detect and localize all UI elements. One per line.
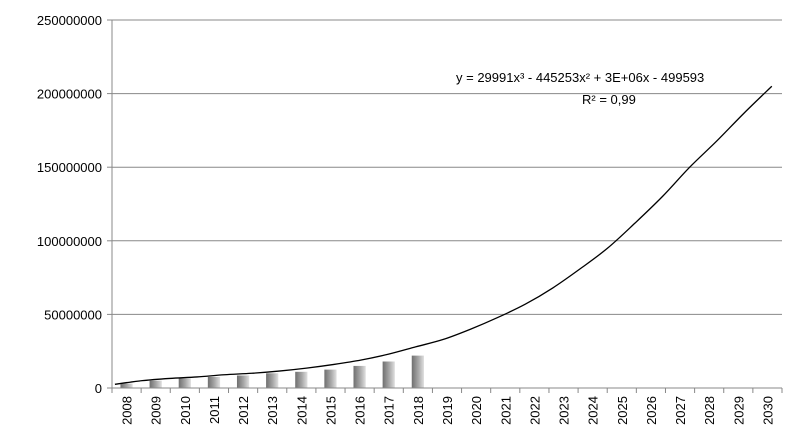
bar — [207, 376, 221, 388]
x-tick-label: 2022 — [527, 396, 542, 425]
x-tick-label: 2029 — [731, 396, 746, 425]
y-tick-label: 50000000 — [44, 307, 102, 322]
bar — [266, 373, 279, 388]
x-tick-labels: 2008 2009 2010 2011 2012 2013 2014 2015 2016 2017… — [120, 396, 776, 425]
x-tick-label: 2010 — [178, 396, 193, 425]
x-tick-label: 2025 — [615, 396, 630, 425]
y-tick-label: 100000000 — [37, 234, 102, 249]
y-tick-label: 250000000 — [37, 13, 102, 28]
y-tick-label: 150000000 — [37, 160, 102, 175]
x-tick-label: 2012 — [236, 396, 251, 425]
x-tick-label: 2017 — [382, 396, 397, 425]
bars — [120, 355, 424, 388]
bar — [236, 375, 250, 388]
trendline-equation: y = 29991x³ - 445253x² + 3E+06x - 499593 — [456, 70, 704, 85]
axes — [107, 19, 783, 393]
y-tick-labels: 0 50000000 100000000 150000000 200000000 2500… — [37, 13, 102, 396]
x-tick-label: 2015 — [323, 396, 338, 425]
bar — [411, 355, 424, 388]
x-tick-label: 2020 — [469, 396, 484, 425]
x-tick-label: 2018 — [411, 396, 426, 425]
x-tick-label: 2014 — [294, 396, 309, 425]
trendline-group — [114, 85, 773, 385]
bar — [382, 361, 395, 388]
x-tick-label: 2023 — [557, 396, 572, 425]
y-tick-label: 200000000 — [37, 87, 102, 102]
bar — [120, 383, 133, 388]
trendline — [114, 85, 773, 385]
x-tick-label: 2019 — [440, 396, 455, 425]
x-tick-label: 2016 — [353, 396, 368, 425]
x-tick-label: 2028 — [702, 396, 717, 425]
x-tick-label: 2026 — [644, 396, 659, 425]
x-tick-label: 2030 — [760, 396, 775, 425]
x-tick-label: 2008 — [120, 396, 135, 425]
x-tick-label: 2027 — [673, 396, 688, 425]
bar — [178, 378, 191, 388]
bar — [353, 365, 366, 388]
bar — [324, 369, 337, 388]
x-tick-label: 2009 — [149, 396, 164, 425]
bar — [149, 380, 162, 388]
x-tick-label: 2021 — [498, 396, 513, 425]
y-tick-label: 0 — [95, 381, 102, 396]
x-tick-label: 2011 — [207, 396, 222, 424]
x-tick-label: 2024 — [586, 396, 601, 425]
bar — [295, 371, 308, 388]
trendline-r-squared: R² = 0,99 — [582, 92, 636, 107]
x-tick-label: 2013 — [265, 396, 280, 425]
